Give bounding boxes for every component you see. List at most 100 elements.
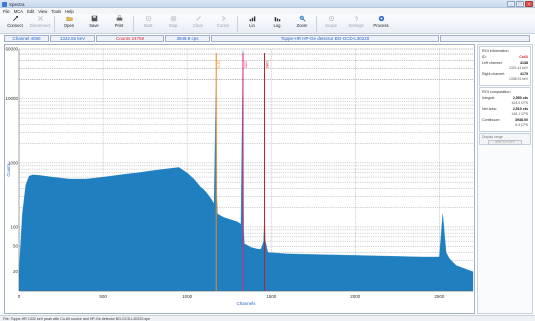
side-panel: ROI information ID: Co60 Left channel: 4… — [477, 44, 533, 314]
menu-file[interactable]: File — [3, 8, 10, 14]
status-bar: File: Toppe-HR 1332 keV peak with Co-60 … — [0, 315, 535, 321]
roi-info-title: ROI information — [482, 49, 509, 53]
disconnect-button[interactable]: Disconnect — [29, 14, 51, 33]
stop-icon — [170, 15, 177, 22]
toolbar-separator — [316, 16, 317, 32]
peak-marker-label: 1173 — [217, 61, 221, 68]
cps-readout: 3848.9 cps — [165, 35, 210, 42]
process-button[interactable]: Process — [370, 14, 392, 33]
cursor-label: Cursor — [216, 23, 230, 28]
minimize-button[interactable]: – — [507, 1, 515, 7]
net-area-cps: 418.1 CPS — [511, 112, 528, 116]
save-button[interactable]: Save — [83, 14, 105, 33]
integral-label: Integral: — [482, 96, 495, 100]
detector-readout: Toppe-HR HP-Ge detector BG-GCD-L30220 — [211, 35, 439, 42]
zoom-label: Zoom — [296, 23, 308, 28]
connect-button[interactable]: Connect — [4, 14, 26, 33]
close-button[interactable]: × — [525, 1, 533, 7]
status-message: File: Toppe-HR 1332 keV peak with Co-60 … — [3, 316, 151, 321]
x-axis-label: Channels — [236, 301, 256, 306]
floppy-icon — [91, 15, 98, 22]
menu-help[interactable]: Help — [65, 8, 74, 14]
process-icon — [378, 15, 385, 22]
continuum-value: 3938.00 — [515, 118, 528, 122]
net-area-label: Net area: — [482, 107, 497, 111]
toolbar: Connect Disconnect Open Save Print Start… — [0, 14, 535, 34]
print-button[interactable]: Print — [108, 14, 130, 33]
left-channel-energy: 1321.41 keV — [508, 66, 528, 70]
toolbar-separator — [133, 16, 134, 32]
integral-value: 2,550 cts — [512, 96, 528, 100]
stop-button[interactable]: Stop — [162, 14, 184, 33]
connect-label: Connect — [7, 23, 23, 28]
x-tick-label: 1000 — [182, 294, 193, 299]
peak-marker-label: 1332 — [243, 61, 247, 68]
log-button[interactable]: Log — [266, 14, 288, 33]
open-button[interactable]: Open — [58, 14, 80, 33]
clear-icon — [195, 15, 202, 22]
print-label: Print — [114, 23, 124, 28]
stop-label: Stop — [168, 23, 178, 28]
lin-button[interactable]: Lin — [241, 14, 263, 33]
right-channel-label: Right channel: — [482, 72, 505, 76]
display-range-title: Display range — [482, 135, 503, 139]
spectrum-chart[interactable]: 1173 1332 1460 60000 10000 1000 100 50 20 0 500 100… — [5, 45, 476, 315]
window-title: Spectra — [9, 1, 25, 7]
lin-icon — [249, 15, 256, 22]
lin-label: Lin — [249, 23, 255, 28]
menu-mca[interactable]: MCA — [13, 8, 24, 14]
cursor-icon — [220, 15, 227, 22]
y-tick-label: 1000 — [8, 160, 19, 165]
title-bar: Spectra – □ × — [0, 0, 535, 8]
connect-icon — [12, 15, 19, 22]
y-tick-label: 20 — [13, 269, 19, 274]
printer-icon — [116, 15, 123, 22]
disconnect-label: Disconnect — [29, 23, 51, 28]
cursor-button[interactable]: Cursor — [212, 14, 234, 33]
x-tick-label: 1500 — [266, 294, 277, 299]
folder-icon — [65, 15, 73, 22]
settings-label: Settings — [348, 23, 364, 28]
energy-readout: 1332.82 keV — [50, 35, 95, 42]
menu-edit[interactable]: Edit — [27, 8, 35, 14]
switch-off-button[interactable]: SWITCH OFF — [488, 140, 522, 145]
y-tick-label: 10000 — [5, 96, 18, 101]
toolbar-separator — [237, 16, 238, 32]
menu-view[interactable]: View — [38, 8, 48, 14]
settings-button[interactable]: Settings — [345, 14, 367, 33]
continuum-label: Continuum: — [482, 118, 501, 122]
log-icon — [274, 15, 281, 22]
maximize-button[interactable]: □ — [516, 1, 524, 7]
scope-icon — [328, 15, 335, 22]
scope-button[interactable]: Scope — [320, 14, 342, 33]
start-label: Start — [143, 23, 153, 28]
peak-marker-label: 1460 — [265, 61, 269, 68]
counts-readout: Counts 24758 — [96, 35, 164, 42]
spectrum-area — [18, 50, 474, 292]
save-label: Save — [89, 23, 99, 28]
clear-button[interactable]: Clear — [187, 14, 209, 33]
open-label: Open — [63, 23, 75, 28]
net-area-value: 2,510 cts — [512, 107, 528, 111]
channel-readout: Channel 4090 — [4, 35, 49, 42]
left-channel-label: Left channel: — [482, 61, 503, 65]
roi-comp-title: ROI computation — [482, 90, 511, 94]
zoom-button[interactable]: Zoom — [291, 14, 313, 33]
disconnect-icon — [37, 15, 44, 22]
start-button[interactable]: Start — [137, 14, 159, 33]
toolbar-separator — [54, 16, 55, 32]
readout-spacer — [440, 35, 530, 42]
process-label: Process — [373, 23, 389, 28]
y-tick-label: 50 — [13, 244, 19, 249]
roi-id-value: Co60 — [519, 55, 528, 59]
spectrum-plot[interactable]: 1173 1332 1460 60000 10000 1000 100 50 20 0 500 100… — [4, 44, 475, 314]
start-icon — [145, 15, 152, 22]
x-tick-label: 500 — [99, 294, 107, 299]
readout-row: Channel 4090 1332.82 keV Counts 24758 38… — [4, 35, 533, 43]
clear-label: Clear — [192, 23, 203, 28]
scope-label: Scope — [325, 23, 337, 28]
x-tick-label: 0 — [18, 294, 21, 299]
x-tick-label: 2500 — [434, 294, 445, 299]
menu-bar: File MCA Edit View Tools Help — [0, 8, 535, 14]
menu-tools[interactable]: Tools — [51, 8, 62, 14]
